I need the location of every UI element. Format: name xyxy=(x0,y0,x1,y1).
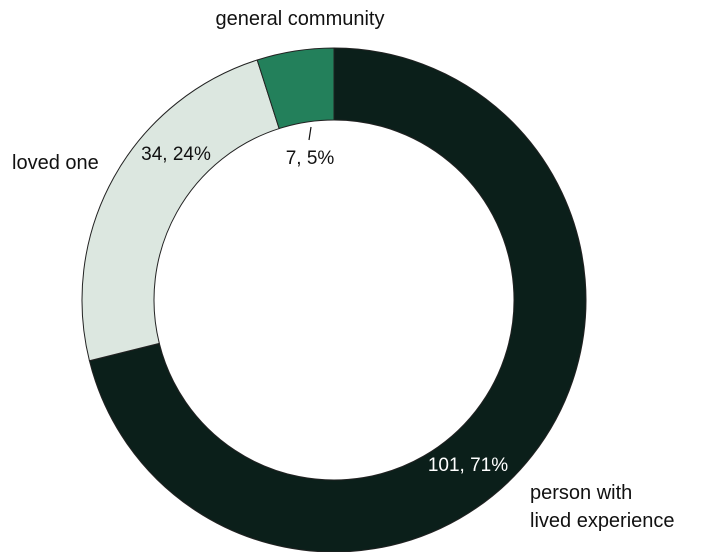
slice-general-community xyxy=(256,47,335,130)
category-label-person-line2: lived experience xyxy=(530,510,675,532)
category-label-general-community: general community xyxy=(216,8,385,30)
leader-line-general-community xyxy=(308,126,312,141)
slice-loved-one xyxy=(81,59,280,362)
value-label-loved-one: 34, 24% xyxy=(141,144,211,165)
slice-person-with-lived-experience xyxy=(88,47,587,553)
donut-slices xyxy=(81,47,587,553)
value-label-general-community: 7, 5% xyxy=(286,148,335,169)
category-label-person-line1: person with xyxy=(530,482,632,504)
value-label-person-with-lived-experience: 101, 71% xyxy=(428,455,508,476)
donut-labels: 101, 71% 34, 24% 7, 5% general community lov… xyxy=(12,8,675,532)
category-label-loved-one: loved one xyxy=(12,152,99,174)
